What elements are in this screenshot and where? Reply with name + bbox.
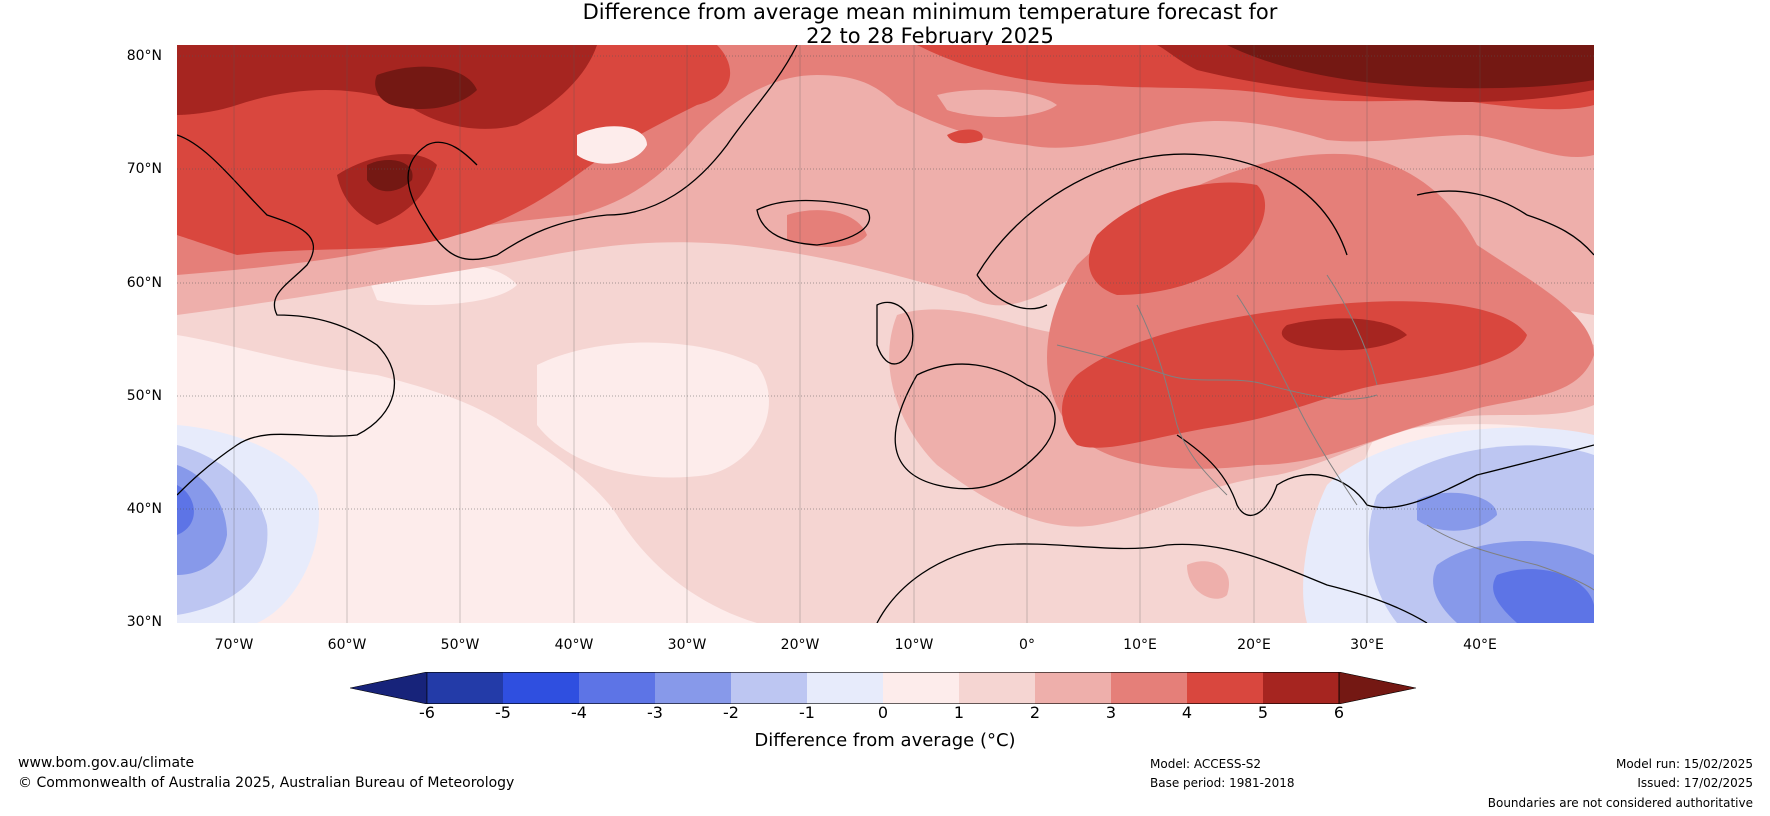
anomaly-band-neg3-neg2-west: [177, 465, 227, 575]
coastlines: [177, 45, 1594, 623]
border-line-3: [1236, 294, 1358, 506]
greenland-coast: [407, 45, 798, 261]
colorbar-border: [426, 672, 1340, 704]
colorbar-tick-label: -3: [647, 703, 663, 722]
anomaly-band-neg3-neg2-turkey: [1417, 492, 1497, 531]
lat-label-40n: 40°N: [126, 501, 162, 517]
north-america-coast: [177, 134, 396, 496]
british-isles-coast: [876, 301, 914, 365]
lat-label-50n: 50°N: [126, 388, 162, 404]
iberia-france-coast: [894, 363, 1056, 490]
title-line-1: Difference from average mean minimum tem…: [582, 0, 1278, 24]
colorbar-tick-label: 4: [1181, 703, 1193, 722]
colorbar-segment: [959, 672, 1035, 704]
anomaly-band-0-1-west: [177, 335, 757, 623]
lon-label-70w: 70°W: [214, 637, 254, 653]
colorbar-tick-label: 1: [953, 703, 965, 722]
anomaly-band-above-6-baffin: [367, 160, 413, 192]
arctic-russia-coast: [1416, 190, 1594, 256]
colorbar-segments: [350, 672, 1417, 704]
colorbar-tick-label: 2: [1029, 703, 1041, 722]
colorbar-extend-high: [1338, 672, 1417, 704]
anomaly-band-4-5-svalbard: [947, 129, 983, 144]
lon-label-0: 0°: [1019, 637, 1035, 653]
lon-label-30w: 30°W: [667, 637, 707, 653]
anomaly-band-above-6-greenland: [375, 66, 477, 110]
anomaly-band-4-5-europe: [1062, 301, 1527, 448]
anomaly-band-5-6-russia: [1281, 318, 1407, 351]
scandinavia-coast: [976, 153, 1348, 310]
border-line-5: [1426, 524, 1594, 591]
country-borders: [1056, 274, 1594, 591]
colorbar-segment: [1111, 672, 1187, 704]
temperature-anomaly-map: [177, 45, 1594, 623]
colorbar-tick-label: 0: [877, 703, 889, 722]
lat-label-30n: 30°N: [126, 614, 162, 630]
anomaly-band-neg4-neg3-east: [1493, 569, 1594, 623]
map-title: Difference from average mean minimum tem…: [0, 0, 1770, 48]
lon-label-20w: 20°W: [780, 637, 820, 653]
border-line-2: [1136, 304, 1228, 496]
model-run-text: Model run: 15/02/2025: [1615, 757, 1753, 771]
colorbar-segment: [731, 672, 807, 704]
colorbar-tick-label: 5: [1257, 703, 1269, 722]
lon-label-10w: 10°W: [894, 637, 934, 653]
colorbar-segment: [503, 672, 579, 704]
lon-label-10e: 10°E: [1123, 637, 1157, 653]
lat-label-60n: 60°N: [126, 275, 162, 291]
graticule-meridians: [233, 45, 1481, 623]
lon-label-40e: 40°E: [1463, 637, 1497, 653]
colorbar-tick-label: 3: [1105, 703, 1117, 722]
colorbar-segment: [579, 672, 655, 704]
colorbar-segment: [1035, 672, 1111, 704]
anomaly-band-0-1-greenland-pocket: [577, 126, 647, 164]
model-text: Model: ACCESS-S2: [1150, 757, 1262, 771]
anomaly-band-0-1-atlantic: [537, 342, 769, 478]
anomaly-band-4-5-scandinavia: [1088, 182, 1266, 295]
title-line-2: 22 to 28 February 2025: [806, 24, 1054, 48]
colorbar: [350, 672, 1417, 704]
copyright-text: © Commonwealth of Australia 2025, Austra…: [18, 775, 515, 791]
lon-label-50w: 50°W: [440, 637, 480, 653]
colorbar-segment: [427, 672, 503, 704]
lon-label-60w: 60°W: [327, 637, 367, 653]
iceland-coast: [756, 199, 871, 246]
anomaly-band-2-3-africa: [1187, 561, 1229, 599]
colorbar-segment: [1263, 672, 1339, 704]
colorbar-segment: [655, 672, 731, 704]
colorbar-tick-label: -6: [419, 703, 435, 722]
website-link[interactable]: www.bom.gov.au/climate: [18, 755, 195, 771]
colorbar-label-unit: °C: [986, 730, 1009, 751]
colorbar-segment: [807, 672, 883, 704]
border-line-4: [1326, 274, 1378, 386]
lon-label-30e: 30°E: [1350, 637, 1384, 653]
colorbar-tick-label: -2: [723, 703, 739, 722]
colorbar-label: Difference from average (°C): [0, 730, 1770, 752]
colorbar-segment: [883, 672, 959, 704]
lat-label-80n: 80°N: [126, 48, 162, 64]
colorbar-tick-label: 6: [1333, 703, 1345, 722]
north-africa-coast: [876, 543, 1428, 623]
graticule: [177, 55, 1594, 510]
disclaimer-text: Boundaries are not considered authoritat…: [1487, 796, 1753, 810]
colorbar-tick-label: -4: [571, 703, 587, 722]
colorbar-segment: [1187, 672, 1263, 704]
border-line-1: [1056, 344, 1378, 400]
lon-label-20e: 20°E: [1237, 637, 1271, 653]
anomaly-band-4-5-greenland: [177, 45, 731, 255]
anomaly-band-above-6-arctic: [1227, 45, 1594, 89]
colorbar-tick-label: -1: [799, 703, 815, 722]
lon-label-40w: 40°W: [554, 637, 594, 653]
colorbar-extend-low: [350, 672, 428, 704]
colorbar-label-close: ): [1008, 730, 1016, 751]
colorbar-tick-label: -5: [495, 703, 511, 722]
issued-text: Issued: 17/02/2025: [1637, 776, 1753, 790]
colorbar-label-text: Difference from average (: [754, 730, 987, 751]
lat-label-70n: 70°N: [126, 161, 162, 177]
base-period-text: Base period: 1981-2018: [1150, 776, 1295, 790]
anomaly-band-neg4-neg3-west: [177, 485, 194, 535]
map-canvas: [177, 45, 1594, 623]
